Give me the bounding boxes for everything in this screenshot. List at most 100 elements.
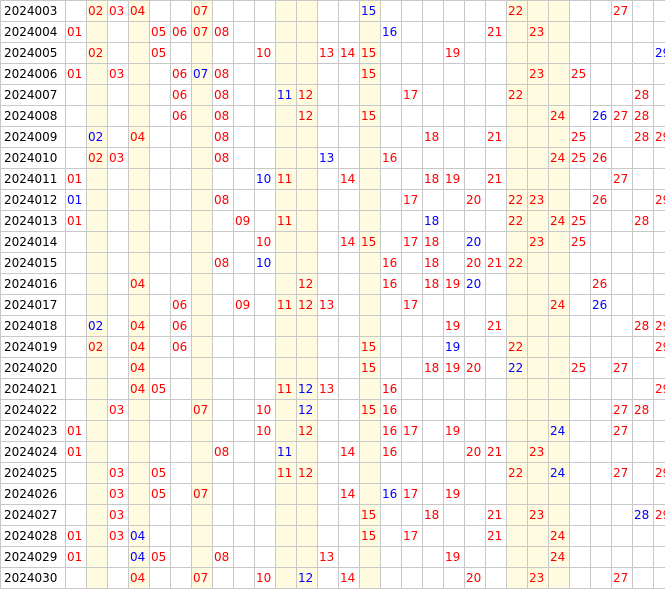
empty-cell: [128, 189, 150, 211]
red-number-cell: 15: [359, 42, 381, 64]
empty-cell: [254, 546, 276, 568]
red-number-cell: 21: [485, 168, 507, 190]
empty-cell: [443, 399, 465, 421]
empty-cell: [128, 105, 150, 127]
empty-cell: [548, 273, 570, 295]
table-row: 20240180204061921282930: [0, 315, 665, 337]
red-number-cell: 05: [149, 483, 171, 505]
blue-number-cell: 28: [632, 504, 654, 526]
empty-cell: [653, 21, 665, 43]
empty-cell: [401, 147, 423, 169]
empty-cell: [338, 357, 360, 379]
red-number-cell: 02: [86, 0, 108, 22]
empty-cell: [422, 483, 444, 505]
red-number-cell: 15: [359, 231, 381, 253]
table-row: 2024030 04 07 10 12 14 20 23 27: [0, 567, 665, 589]
empty-cell: [275, 63, 297, 85]
empty-cell: [317, 336, 339, 358]
empty-cell: [422, 441, 444, 463]
empty-cell: [107, 126, 129, 148]
empty-cell: [296, 315, 318, 337]
red-number-cell: 23: [527, 21, 549, 43]
empty-cell: [149, 315, 171, 337]
empty-cell: [401, 462, 423, 484]
red-number-cell: 17: [401, 483, 423, 505]
empty-cell: [191, 126, 213, 148]
empty-cell: [527, 168, 549, 190]
red-number-cell: 24: [548, 105, 570, 127]
red-number-cell: 15: [359, 63, 381, 85]
empty-cell: [233, 567, 255, 589]
red-number-cell: 18: [422, 126, 444, 148]
red-number-cell: 07: [191, 567, 213, 589]
blue-number-cell: 04: [128, 546, 150, 568]
empty-cell: [401, 441, 423, 463]
red-number-cell: 19: [443, 483, 465, 505]
empty-cell: [191, 525, 213, 547]
empty-cell: [443, 210, 465, 232]
empty-cell: [632, 294, 654, 316]
empty-cell: [653, 441, 665, 463]
red-number-cell: 06: [170, 336, 192, 358]
red-number-cell: 23: [527, 63, 549, 85]
red-number-cell: 18: [422, 504, 444, 526]
empty-cell: [485, 42, 507, 64]
red-number-cell: 15: [359, 357, 381, 379]
issue-number: 2024009: [0, 126, 66, 148]
empty-cell: [653, 483, 665, 505]
empty-cell: [464, 84, 486, 106]
empty-cell: [527, 420, 549, 442]
empty-cell: [443, 105, 465, 127]
empty-cell: [611, 21, 633, 43]
empty-cell: [212, 42, 234, 64]
empty-cell: [653, 357, 665, 379]
empty-cell: [233, 441, 255, 463]
red-number-cell: 29: [653, 189, 665, 211]
empty-cell: [569, 525, 591, 547]
empty-cell: [107, 42, 129, 64]
red-number-cell: 08: [212, 105, 234, 127]
red-number-cell: 02: [86, 42, 108, 64]
red-number-cell: 26: [590, 189, 612, 211]
empty-cell: [632, 546, 654, 568]
empty-cell: [128, 63, 150, 85]
empty-cell: [233, 126, 255, 148]
empty-cell: [128, 147, 150, 169]
empty-cell: [191, 504, 213, 526]
empty-cell: [296, 546, 318, 568]
empty-cell: [590, 441, 612, 463]
red-number-cell: 01: [65, 546, 87, 568]
red-number-cell: 24: [548, 210, 570, 232]
red-number-cell: 21: [485, 441, 507, 463]
red-number-cell: 24: [548, 525, 570, 547]
red-number-cell: 04: [128, 567, 150, 589]
empty-cell: [317, 462, 339, 484]
empty-cell: [380, 504, 402, 526]
empty-cell: [527, 210, 549, 232]
red-number-cell: 11: [275, 168, 297, 190]
empty-cell: [191, 273, 213, 295]
blue-number-cell: 12: [296, 567, 318, 589]
empty-cell: [233, 483, 255, 505]
red-number-cell: 20: [464, 441, 486, 463]
empty-cell: [548, 189, 570, 211]
empty-cell: [422, 462, 444, 484]
red-number-cell: 10: [254, 42, 276, 64]
empty-cell: [359, 567, 381, 589]
empty-cell: [359, 210, 381, 232]
empty-cell: [443, 84, 465, 106]
empty-cell: [254, 336, 276, 358]
empty-cell: [170, 525, 192, 547]
red-number-cell: 19: [443, 168, 465, 190]
empty-cell: [254, 147, 276, 169]
empty-cell: [464, 336, 486, 358]
empty-cell: [65, 315, 87, 337]
empty-cell: [149, 168, 171, 190]
empty-cell: [212, 0, 234, 22]
red-number-cell: 24: [548, 546, 570, 568]
empty-cell: [632, 189, 654, 211]
empty-cell: [86, 168, 108, 190]
empty-cell: [317, 525, 339, 547]
empty-cell: [548, 441, 570, 463]
blue-number-cell: 12: [296, 399, 318, 421]
